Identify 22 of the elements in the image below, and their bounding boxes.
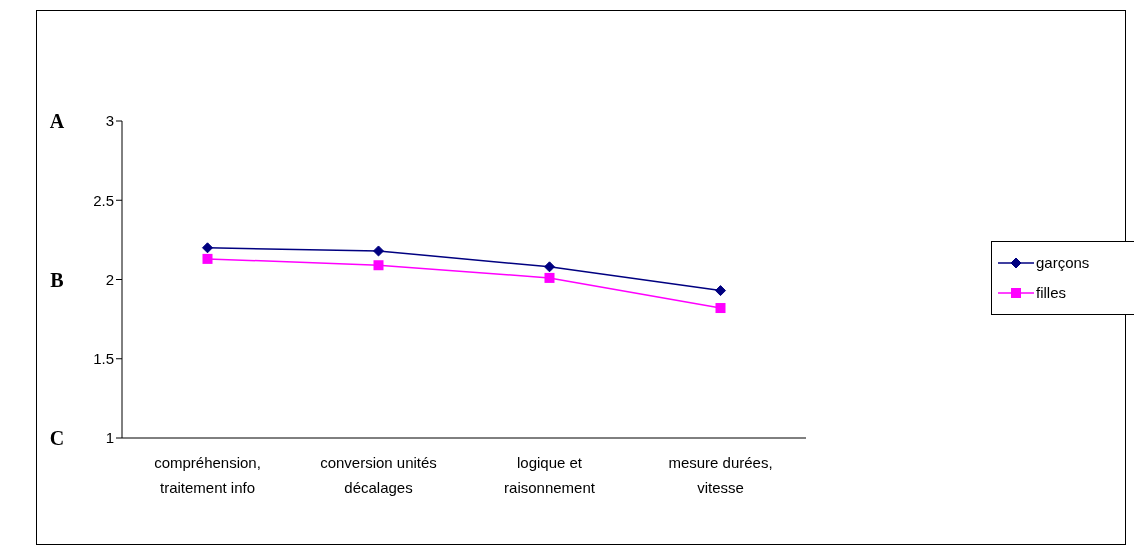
legend-label: garçons: [1036, 254, 1090, 271]
text: B: [49, 267, 65, 292]
text: C: [48, 426, 66, 450]
y-tick-label: 1.5: [93, 350, 114, 368]
x-tick-label: mesure durées, vitesse: [668, 454, 773, 496]
legend-label: filles: [1036, 284, 1067, 301]
point: [544, 272, 555, 283]
point: [202, 253, 213, 264]
x-tick-label: conversion unités décalages: [320, 454, 437, 496]
x-tick-label: logique et raisonnement: [504, 454, 596, 496]
y-tick-label: 1: [105, 429, 114, 447]
y-tick-label: 2: [105, 270, 114, 288]
point: [202, 242, 213, 254]
point: [715, 303, 726, 314]
x-tick-label: compréhension, traitement info: [154, 454, 261, 496]
point: [544, 261, 555, 273]
y-tick-label: 2.5: [93, 191, 114, 209]
point: [715, 285, 726, 297]
y-tick-label: 3: [105, 112, 114, 130]
point: [373, 260, 384, 271]
text: A: [48, 109, 66, 133]
point: [373, 245, 384, 257]
